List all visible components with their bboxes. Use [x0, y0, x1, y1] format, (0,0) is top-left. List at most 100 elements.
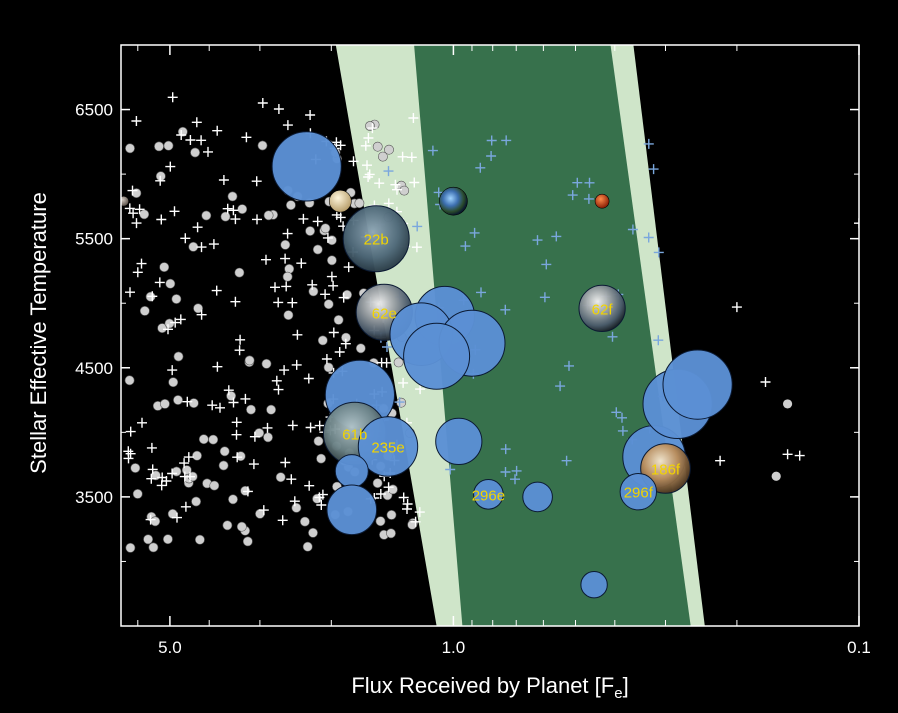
candidate-cross — [282, 228, 293, 239]
candidate-cross — [363, 172, 374, 182]
candidate-cross — [362, 160, 372, 171]
known-planet-dot — [125, 143, 135, 154]
candidate-cross — [316, 500, 327, 510]
candidate-cross — [541, 259, 552, 270]
candidate-cross — [320, 289, 331, 300]
known-planet-dot — [226, 390, 236, 401]
candidate-cross — [364, 169, 375, 180]
candidate-cross — [410, 516, 421, 527]
planet-label: 22b — [364, 232, 389, 249]
candidate-cross — [234, 345, 245, 356]
known-planet-dot — [266, 404, 276, 415]
known-planet-dot — [326, 255, 337, 266]
known-planet-dot — [255, 508, 265, 519]
candidate-cross — [196, 135, 207, 146]
candidate-cross — [273, 384, 284, 395]
candidate-cross — [326, 271, 337, 282]
candidate-cross — [381, 357, 392, 368]
candidate-cross — [222, 203, 233, 214]
candidate-cross — [328, 327, 339, 338]
candidate-cross — [321, 354, 332, 364]
candidate-cross — [314, 492, 325, 503]
candidate-cross — [304, 480, 315, 491]
candidate-cross — [147, 291, 158, 302]
known-planet-dot — [285, 200, 296, 210]
candidate-cross — [564, 360, 574, 371]
candidate-cross — [182, 396, 193, 407]
candidate-cross — [427, 145, 438, 156]
candidate-cross — [232, 452, 243, 463]
known-planet-dot — [355, 343, 366, 354]
candidate-cross — [363, 133, 374, 143]
plot-frame — [120, 44, 860, 627]
known-planet-dot — [159, 262, 170, 272]
candidate-cross — [131, 116, 142, 126]
candidate-cross — [192, 222, 203, 233]
candidate-cross — [180, 501, 191, 512]
candidate-bubble — [326, 484, 378, 536]
candidate-cross — [167, 468, 178, 479]
candidate-cross — [500, 304, 511, 315]
candidate-cross — [231, 417, 242, 428]
axis-ticks: 6500 5500 4500 3500 5.0 1.0 0.1 — [75, 44, 871, 657]
candidate-bubble — [334, 454, 369, 489]
candidate-cross — [125, 448, 136, 459]
candidate-cross — [397, 151, 408, 162]
candidate-cross — [292, 329, 303, 340]
candidate-cross — [211, 285, 222, 296]
solar-system-planets — [121, 186, 610, 216]
candidate-cross — [648, 164, 659, 175]
candidate-cross — [240, 393, 251, 404]
known-planet-dot — [384, 144, 394, 155]
candidate-cross — [196, 309, 207, 320]
candidate-cross — [163, 324, 173, 335]
candidate-bubble — [578, 284, 626, 332]
known-planet-dot — [323, 299, 334, 310]
known-planet-dot — [782, 399, 793, 409]
known-planet-dot — [313, 436, 324, 446]
known-planet-dot — [280, 239, 291, 250]
candidate-cross — [335, 140, 346, 151]
candidate-cross — [367, 123, 378, 134]
candidate-cross — [298, 213, 309, 224]
known-planet-dot — [257, 140, 268, 151]
known-planet-dot — [159, 398, 170, 409]
candidate-cross — [176, 130, 187, 140]
candidate-cross — [287, 297, 298, 308]
candidate-cross — [249, 431, 260, 442]
known-planet-dot — [194, 534, 205, 545]
candidate-cross — [653, 247, 664, 258]
candidate-cross — [180, 233, 191, 244]
known-planet-dot — [165, 278, 176, 289]
candidate-cross — [208, 239, 219, 250]
candidate-cross — [196, 242, 207, 253]
known-planet-dot — [139, 209, 150, 220]
known-planet-dot — [323, 362, 334, 373]
candidate-cross — [258, 505, 269, 516]
known-planet-dot — [130, 463, 141, 473]
candidate-cross — [218, 175, 229, 185]
candidate-cross — [228, 205, 239, 216]
candidate-cross — [172, 512, 182, 523]
candidate-cross — [273, 104, 284, 114]
candidate-cross — [303, 373, 314, 384]
y-tick-label: 6500 — [75, 101, 113, 120]
candidate-cross — [360, 140, 371, 151]
candidate-cross — [277, 515, 288, 526]
candidate-cross — [511, 465, 522, 476]
known-planet-dot — [386, 510, 397, 520]
candidate-cross — [760, 377, 771, 387]
known-planet-dot — [305, 226, 315, 236]
known-planet-dot — [188, 398, 199, 408]
candidate-cross — [611, 407, 622, 418]
known-planet-dot — [164, 318, 175, 329]
x-tick-label: 5.0 — [158, 638, 182, 657]
candidate-cross — [583, 193, 594, 204]
candidate-cross — [230, 214, 241, 225]
candidate-cross — [782, 449, 793, 460]
candidate-cross — [228, 397, 239, 408]
candidate-cross — [715, 455, 726, 466]
known-planet-dot — [316, 453, 326, 464]
known-planet-dot — [236, 521, 247, 532]
